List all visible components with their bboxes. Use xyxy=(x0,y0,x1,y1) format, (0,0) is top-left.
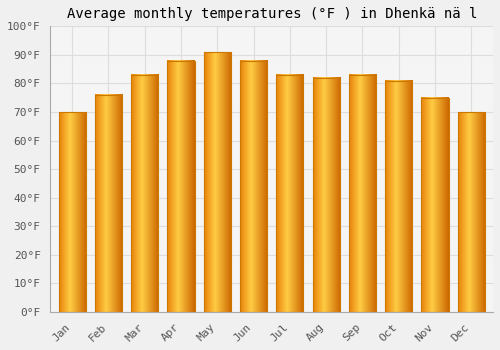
Bar xyxy=(458,112,485,312)
Bar xyxy=(204,52,231,312)
Bar xyxy=(349,75,376,312)
Title: Average monthly temperatures (°F ) in Dhenkä nä l: Average monthly temperatures (°F ) in Dh… xyxy=(66,7,477,21)
Bar xyxy=(131,75,158,312)
Bar xyxy=(385,80,412,312)
Bar xyxy=(422,98,448,312)
Bar xyxy=(95,95,122,312)
Bar xyxy=(312,78,340,312)
Bar xyxy=(168,61,194,312)
Bar xyxy=(240,61,267,312)
Bar xyxy=(58,112,86,312)
Bar xyxy=(276,75,303,312)
